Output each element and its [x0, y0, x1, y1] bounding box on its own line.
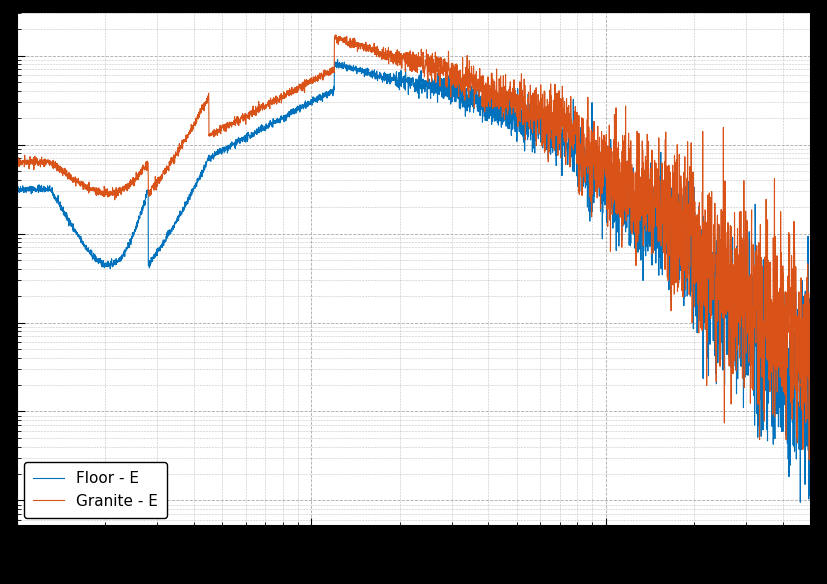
Legend: Floor - E, Granite - E: Floor - E, Granite - E: [24, 462, 167, 518]
Floor - E: [12, 185, 22, 192]
Floor - E: [782, 357, 791, 364]
Granite - E: [346, 36, 356, 43]
Floor - E: [795, 499, 805, 506]
Granite - E: [742, 235, 752, 242]
Floor - E: [332, 56, 342, 63]
Granite - E: [331, 32, 341, 39]
Floor - E: [742, 279, 752, 286]
Granite - E: [351, 43, 361, 50]
Floor - E: [346, 65, 356, 72]
Granite - E: [389, 56, 399, 63]
Floor - E: [351, 65, 361, 72]
Granite - E: [805, 354, 815, 361]
Floor - E: [589, 179, 599, 186]
Granite - E: [589, 150, 599, 157]
Line: Granite - E: Granite - E: [17, 35, 810, 460]
Granite - E: [803, 457, 813, 464]
Floor - E: [389, 77, 399, 84]
Line: Floor - E: Floor - E: [17, 60, 810, 502]
Granite - E: [12, 158, 22, 165]
Granite - E: [782, 356, 791, 363]
Floor - E: [805, 376, 815, 383]
